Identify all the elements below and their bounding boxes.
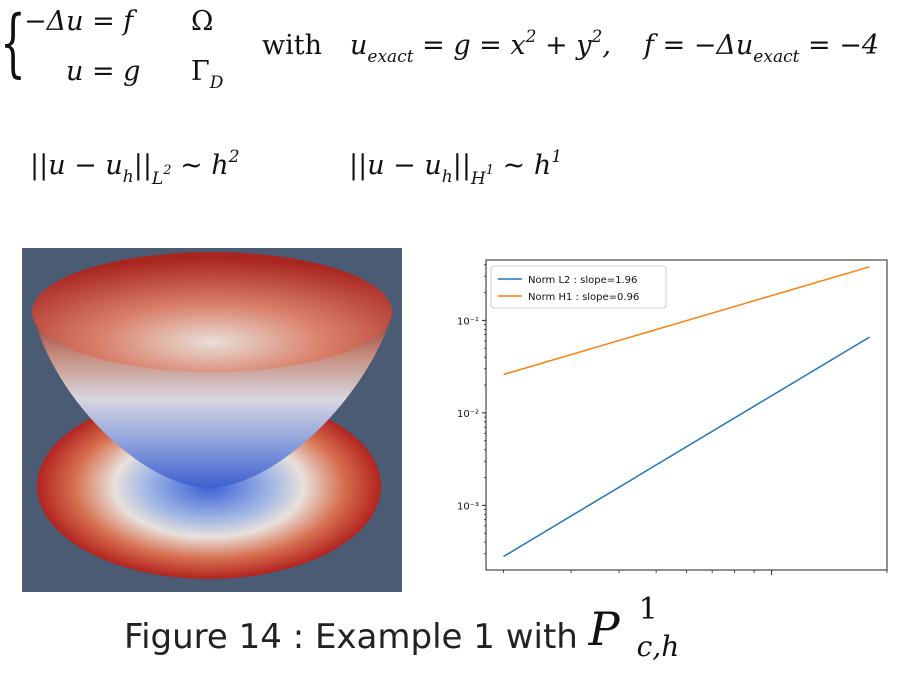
domain-gamma: ΓD — [191, 56, 224, 93]
source-term: f = −Δuexact = −4 — [644, 30, 880, 67]
domain-omega: Ω — [191, 6, 214, 37]
y-axis-ticks: 10⁻³ 10⁻² 10⁻¹ — [457, 264, 486, 555]
with-word: with — [262, 30, 322, 61]
solution-surface-figure — [22, 248, 402, 592]
solution-surface-svg — [32, 252, 394, 579]
bowl-top — [32, 252, 392, 372]
series-line-l2 — [503, 336, 870, 558]
y-tick-label: 10⁻¹ — [457, 316, 479, 327]
caption-space-symbol: P 1 c,h — [588, 592, 680, 663]
l2-rate: ||u − uh||L2 ~ h2 — [30, 147, 240, 189]
x-axis-ticks — [503, 570, 888, 575]
figure-caption: Figure 14 : Example 1 with P 1 c,h — [124, 592, 824, 672]
poisson-equation: −Δu = f — [24, 6, 134, 37]
boundary-equation: u = g — [66, 56, 141, 87]
convergence-chart: 10⁻³ 10⁻² 10⁻¹ Norm L2 : slope=1.96 Norm H… — [444, 250, 894, 580]
y-tick-label: 10⁻² — [457, 409, 479, 420]
pde-system: { −Δu = f Ω u = g ΓD with uexact = g = x… — [0, 0, 900, 100]
equation-line-1: −Δu = f — [24, 6, 133, 37]
legend-label-h1: Norm H1 : slope=0.96 — [528, 292, 639, 303]
y-tick-label: 10⁻³ — [457, 501, 479, 512]
convergence-chart-svg: 10⁻³ 10⁻² 10⁻¹ Norm L2 : slope=1.96 Norm H… — [457, 259, 888, 575]
left-brace: { — [0, 0, 26, 86]
equation-line-2: u = g — [66, 56, 140, 87]
h1-rate: ||u − uh||H1 ~ h1 — [349, 147, 563, 189]
series-line-h1 — [503, 266, 870, 376]
exact-solution: uexact = g = x2 + y2, — [350, 27, 611, 67]
caption-text: Figure 14 : Example 1 with — [124, 617, 589, 657]
series-lines — [503, 266, 870, 558]
legend-label-l2: Norm L2 : slope=1.96 — [528, 275, 637, 286]
legend-box — [490, 265, 667, 309]
legend: Norm L2 : slope=1.96 Norm H1 : slope=0.9… — [490, 265, 667, 309]
